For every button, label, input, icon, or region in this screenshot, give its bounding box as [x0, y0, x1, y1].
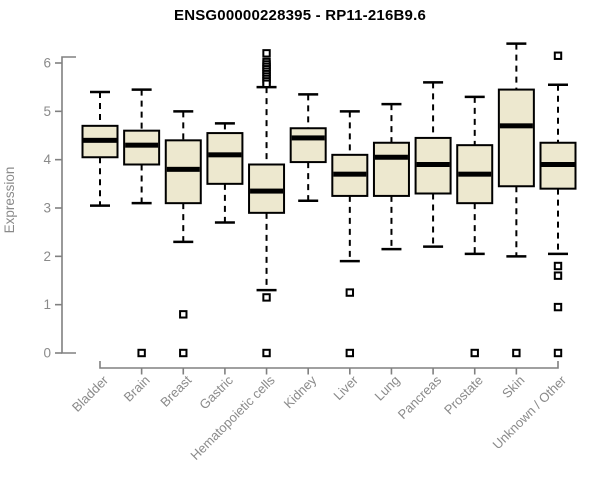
y-tick-label: 0: [43, 346, 51, 361]
x-category-label: Brain: [121, 373, 153, 405]
outlier-point-hematopoietic-cells: [262, 79, 271, 88]
x-category-label: Prostate: [441, 373, 486, 418]
y-axis-title: Expression: [2, 167, 17, 234]
box-gastric: [206, 132, 244, 185]
x-category-label: Liver: [330, 372, 361, 403]
y-tick-label: 3: [43, 201, 51, 216]
outlier-point-unknown-other: [553, 302, 563, 312]
median-unknown-other: [541, 162, 575, 167]
x-category-label: Lung: [372, 373, 403, 404]
median-lung: [374, 154, 408, 160]
median-brain: [125, 142, 159, 148]
box-kidney: [289, 127, 327, 164]
outlier-point-unknown-other: [553, 261, 563, 271]
median-breast: [166, 166, 200, 172]
x-category-label: Bladder: [69, 372, 112, 415]
median-kidney: [291, 135, 325, 141]
median-gastric: [208, 152, 242, 158]
x-category-label: Gastric: [196, 372, 236, 412]
outlier-point-brain: [137, 348, 146, 358]
y-tick-label: 2: [43, 249, 51, 264]
y-tick-label: 1: [43, 297, 51, 312]
outlier-point-liver: [345, 348, 355, 358]
x-category-label: Breast: [157, 372, 194, 409]
y-tick-label: 6: [43, 56, 51, 71]
x-category-label: Kidney: [281, 372, 320, 411]
median-prostate: [458, 171, 492, 177]
median-bladder: [83, 137, 117, 143]
outlier-point-hematopoietic-cells: [262, 293, 271, 302]
box-lung: [372, 141, 410, 197]
y-tick-label: 5: [43, 104, 51, 119]
chart-title: ENSG00000228395 - RP11-216B9.6: [173, 7, 426, 24]
box-skin: [497, 88, 535, 188]
x-category-label: Unknown / Other: [490, 372, 570, 452]
x-category-label: Pancreas: [395, 372, 445, 422]
outlier-point-breast: [179, 348, 188, 358]
y-axis-line: [61, 56, 76, 354]
median-pancreas: [416, 162, 450, 167]
median-hematopoietic-cells: [250, 188, 284, 194]
outlier-point-unknown-other: [553, 348, 563, 358]
median-skin: [499, 123, 533, 129]
x-category-label: Skin: [499, 373, 527, 401]
outlier-point-breast: [179, 310, 188, 319]
outlier-point-prostate: [470, 348, 479, 358]
outlier-point-unknown-other: [553, 271, 563, 280]
outlier-point-skin: [512, 348, 521, 358]
outlier-point-hematopoietic-cells: [262, 348, 271, 358]
outlier-point-unknown-other: [553, 51, 563, 60]
outlier-point-liver: [345, 288, 355, 297]
median-liver: [333, 171, 367, 177]
x-axis-line: [99, 361, 559, 369]
y-tick-label: 4: [43, 152, 51, 167]
outlier-point-hematopoietic-cells: [262, 49, 271, 58]
